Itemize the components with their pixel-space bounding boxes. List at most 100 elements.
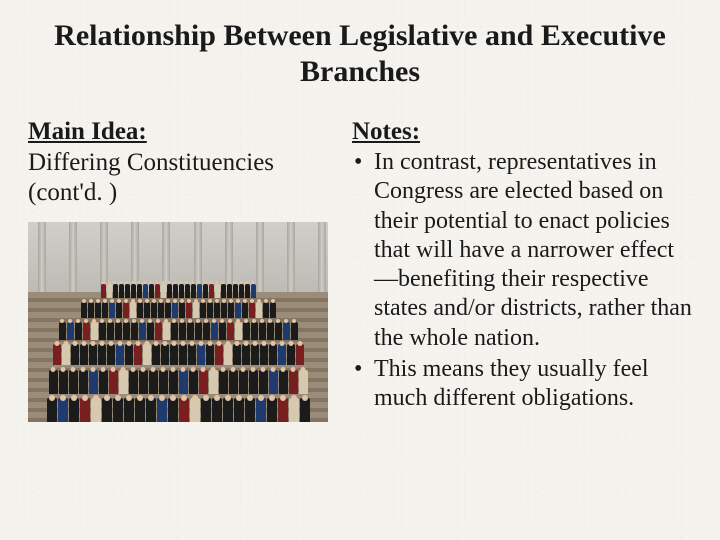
pillar-icon <box>318 222 326 292</box>
person-icon <box>215 284 220 298</box>
person-icon <box>151 302 157 318</box>
person-icon <box>179 344 187 365</box>
person-icon <box>131 284 136 298</box>
person-icon <box>102 398 112 422</box>
pillar-icon <box>287 222 295 292</box>
person-icon <box>185 284 190 298</box>
person-icon <box>113 284 118 298</box>
person-icon <box>161 284 166 298</box>
person-icon <box>289 398 299 422</box>
person-icon <box>130 302 136 318</box>
person-icon <box>235 302 241 318</box>
person-icon <box>80 398 90 422</box>
person-icon <box>173 284 178 298</box>
pillar-icon <box>256 222 264 292</box>
person-icon <box>249 370 258 394</box>
person-icon <box>287 344 295 365</box>
person-icon <box>71 344 79 365</box>
person-icon <box>283 322 290 340</box>
person-icon <box>242 344 250 365</box>
person-icon <box>143 284 148 298</box>
person-icon <box>187 322 194 340</box>
main-idea-heading: Main Idea: <box>28 118 328 146</box>
person-icon <box>149 284 154 298</box>
person-icon <box>159 370 168 394</box>
person-icon <box>171 322 178 340</box>
person-icon <box>209 284 214 298</box>
person-icon <box>221 284 226 298</box>
person-icon <box>139 322 146 340</box>
person-icon <box>116 302 122 318</box>
person-icon <box>168 398 178 422</box>
pillar-icon <box>69 222 77 292</box>
person-icon <box>223 398 233 422</box>
person-icon <box>195 322 202 340</box>
person-icon <box>249 302 255 318</box>
person-icon <box>59 370 68 394</box>
person-icon <box>146 398 156 422</box>
person-icon <box>137 284 142 298</box>
person-icon <box>107 344 115 365</box>
person-icon <box>269 344 277 365</box>
person-icon <box>102 302 108 318</box>
person-icon <box>179 284 184 298</box>
person-icon <box>172 302 178 318</box>
person-icon <box>234 398 244 422</box>
notes-heading: Notes: <box>352 118 692 146</box>
person-icon <box>115 322 122 340</box>
person-icon <box>119 370 128 394</box>
congress-photo <box>28 222 328 422</box>
person-icon <box>116 344 124 365</box>
person-icon <box>300 398 310 422</box>
person-icon <box>235 322 242 340</box>
person-icon <box>219 370 228 394</box>
person-icon <box>161 344 169 365</box>
person-icon <box>239 284 244 298</box>
person-icon <box>47 398 57 422</box>
crowd-row <box>28 322 328 340</box>
person-icon <box>251 344 259 365</box>
person-icon <box>135 398 145 422</box>
person-icon <box>144 302 150 318</box>
person-icon <box>134 344 142 365</box>
person-icon <box>245 398 255 422</box>
person-icon <box>113 398 123 422</box>
person-icon <box>229 370 238 394</box>
person-icon <box>149 370 158 394</box>
crowd-row <box>28 284 328 298</box>
person-icon <box>157 398 167 422</box>
person-icon <box>219 322 226 340</box>
person-icon <box>279 370 288 394</box>
person-icon <box>107 322 114 340</box>
person-icon <box>79 370 88 394</box>
right-column: Notes: In contrast, representatives in C… <box>352 118 692 422</box>
person-icon <box>267 398 277 422</box>
slide: Relationship Between Legislative and Exe… <box>0 0 720 540</box>
person-icon <box>179 398 189 422</box>
person-icon <box>139 370 148 394</box>
person-icon <box>143 344 151 365</box>
notes-list: In contrast, representatives in Congress… <box>352 148 692 413</box>
person-icon <box>269 370 278 394</box>
person-icon <box>251 284 256 298</box>
person-icon <box>89 370 98 394</box>
person-icon <box>227 284 232 298</box>
person-icon <box>152 344 160 365</box>
person-icon <box>163 322 170 340</box>
notes-bullet: This means they usually feel much differ… <box>352 355 692 414</box>
person-icon <box>275 322 282 340</box>
person-icon <box>155 284 160 298</box>
person-icon <box>299 370 308 394</box>
person-icon <box>131 322 138 340</box>
person-icon <box>69 398 79 422</box>
person-icon <box>59 322 66 340</box>
person-icon <box>256 398 266 422</box>
person-icon <box>197 344 205 365</box>
person-icon <box>58 398 68 422</box>
person-icon <box>233 344 241 365</box>
person-icon <box>101 284 106 298</box>
person-icon <box>296 344 304 365</box>
person-icon <box>190 398 200 422</box>
person-icon <box>233 284 238 298</box>
person-icon <box>199 370 208 394</box>
